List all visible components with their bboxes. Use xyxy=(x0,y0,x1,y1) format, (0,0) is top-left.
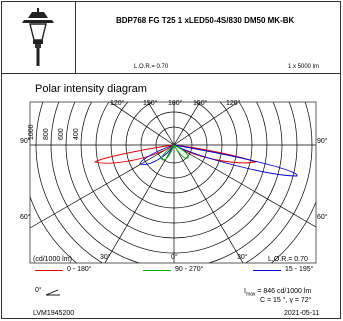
document-date: 2021-05-11 xyxy=(284,310,320,317)
radial-label: 600 xyxy=(58,128,65,140)
product-title: BDP768 FG T25 1 xLED50-4S/830 DM50 MK-BK xyxy=(116,16,295,25)
curve-90-270 xyxy=(161,143,189,161)
imax-sub: max xyxy=(245,291,256,298)
angle-label: 150° xyxy=(193,100,208,107)
header-divider xyxy=(1,73,341,74)
lor-value: L.O.R.= 0.70 xyxy=(134,64,169,70)
angle-label: 60° xyxy=(317,214,328,221)
header-icon-divider xyxy=(75,1,76,73)
angle-label: 90° xyxy=(20,138,31,145)
radial-label: 1000 xyxy=(28,124,35,140)
radial-label: 400 xyxy=(73,128,80,140)
angle-label: 120° xyxy=(110,100,125,107)
imax-line: Imax = 846 cd/1000 lm xyxy=(244,288,311,297)
lor-label: L.O.R.= 0.70 xyxy=(268,256,308,263)
c-gamma-line: C = 15 °, γ = 72° xyxy=(260,297,312,304)
curve-0-180 xyxy=(94,144,257,164)
legend-swatch-blue xyxy=(253,270,281,271)
imax-symbol: I xyxy=(244,288,246,295)
angle-label: 90° xyxy=(317,138,328,145)
angle-label: 60° xyxy=(20,214,31,221)
angle-label: 150° xyxy=(143,100,158,107)
zero-angle-label: 0° xyxy=(35,287,42,294)
legend-label: 15 - 195° xyxy=(285,266,314,273)
angle-label: 0° xyxy=(171,254,178,261)
angle-label: 180° xyxy=(168,100,183,107)
curve-15-195 xyxy=(139,144,298,177)
imax-value: = 846 cd/1000 lm xyxy=(257,288,312,295)
legend-label: 0 - 180° xyxy=(67,266,92,273)
angle-symbol-icon xyxy=(45,289,60,296)
diagram-title: Polar intensity diagram xyxy=(35,83,147,95)
angle-label: 120° xyxy=(226,100,241,107)
angle-label: 30° xyxy=(100,254,111,261)
legend-label: 90 - 270° xyxy=(175,266,204,273)
document-code: LVM1945200 xyxy=(33,310,75,317)
legend-swatch-red xyxy=(35,270,63,271)
lamp-flux: 1 x 5000 lm xyxy=(288,64,320,70)
radial-label: 800 xyxy=(43,128,50,140)
angle-label: 30° xyxy=(237,254,248,261)
lantern-icon xyxy=(22,8,54,66)
unit-label: (cd/1000 lm) xyxy=(33,256,72,263)
legend-swatch-green xyxy=(143,270,171,271)
